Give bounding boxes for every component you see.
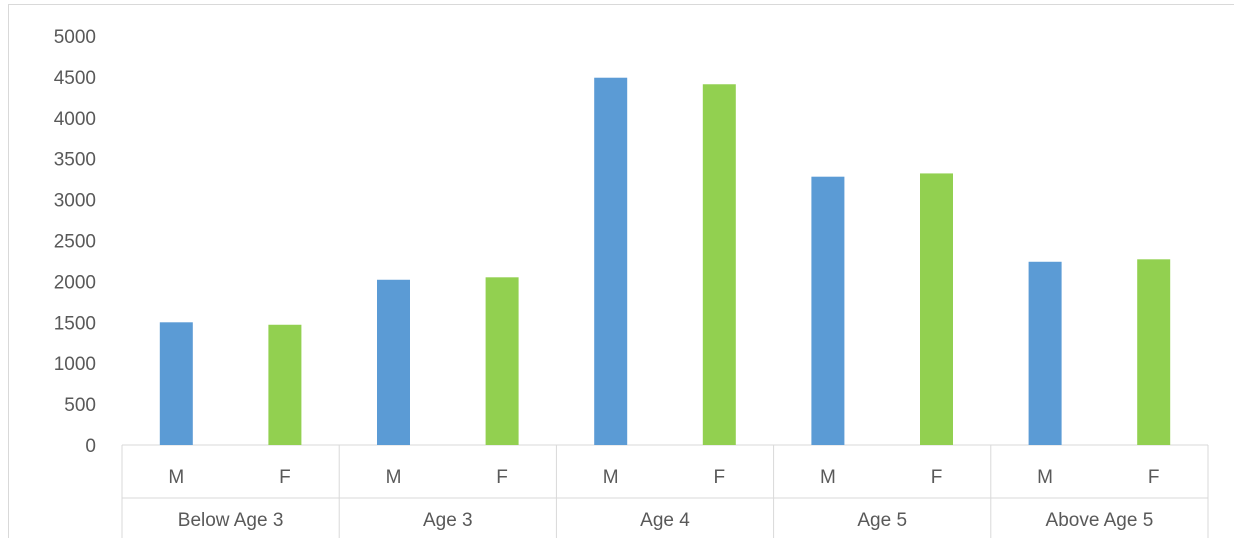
x-subcategory-label: M (1037, 467, 1053, 488)
bar-f (268, 324, 302, 445)
y-tick-label: 2000 (54, 272, 96, 293)
x-subcategory-label: M (386, 467, 402, 488)
x-subcategory-label: F (713, 467, 725, 488)
y-tick-label: 1500 (54, 313, 96, 334)
x-category-label: Age 5 (857, 510, 907, 531)
bar-m (159, 322, 193, 445)
y-tick-label: 0 (85, 436, 96, 457)
y-tick-label: 1000 (54, 354, 96, 375)
bar-m (811, 176, 845, 446)
x-subcategory-label: F (496, 467, 508, 488)
bar-f (920, 173, 953, 445)
y-tick-label: 500 (64, 395, 96, 416)
y-tick-label: 3500 (54, 150, 96, 171)
x-category-label: Age 3 (423, 510, 473, 531)
bar-m (1028, 261, 1062, 445)
x-subcategory-label: F (279, 467, 291, 488)
bar-m (377, 279, 410, 445)
x-subcategory-label: F (1148, 467, 1160, 488)
bar-f (485, 277, 519, 445)
y-tick-label: 3000 (54, 191, 96, 212)
y-tick-label: 4500 (54, 68, 96, 89)
chart-frame (8, 4, 1234, 538)
x-category-label: Below Age 3 (178, 510, 284, 531)
y-tick-label: 2500 (54, 232, 96, 253)
x-subcategory-label: M (168, 467, 184, 488)
y-tick-label: 4000 (54, 109, 96, 130)
bar-f (702, 84, 736, 446)
x-subcategory-label: M (603, 467, 619, 488)
x-category-label: Above Age 5 (1046, 510, 1154, 531)
x-category-label: Age 4 (640, 510, 690, 531)
x-subcategory-label: M (820, 467, 836, 488)
bar-m (594, 77, 628, 445)
bar-f (1137, 259, 1171, 445)
y-tick-label: 5000 (54, 27, 96, 48)
x-subcategory-label: F (931, 467, 943, 488)
